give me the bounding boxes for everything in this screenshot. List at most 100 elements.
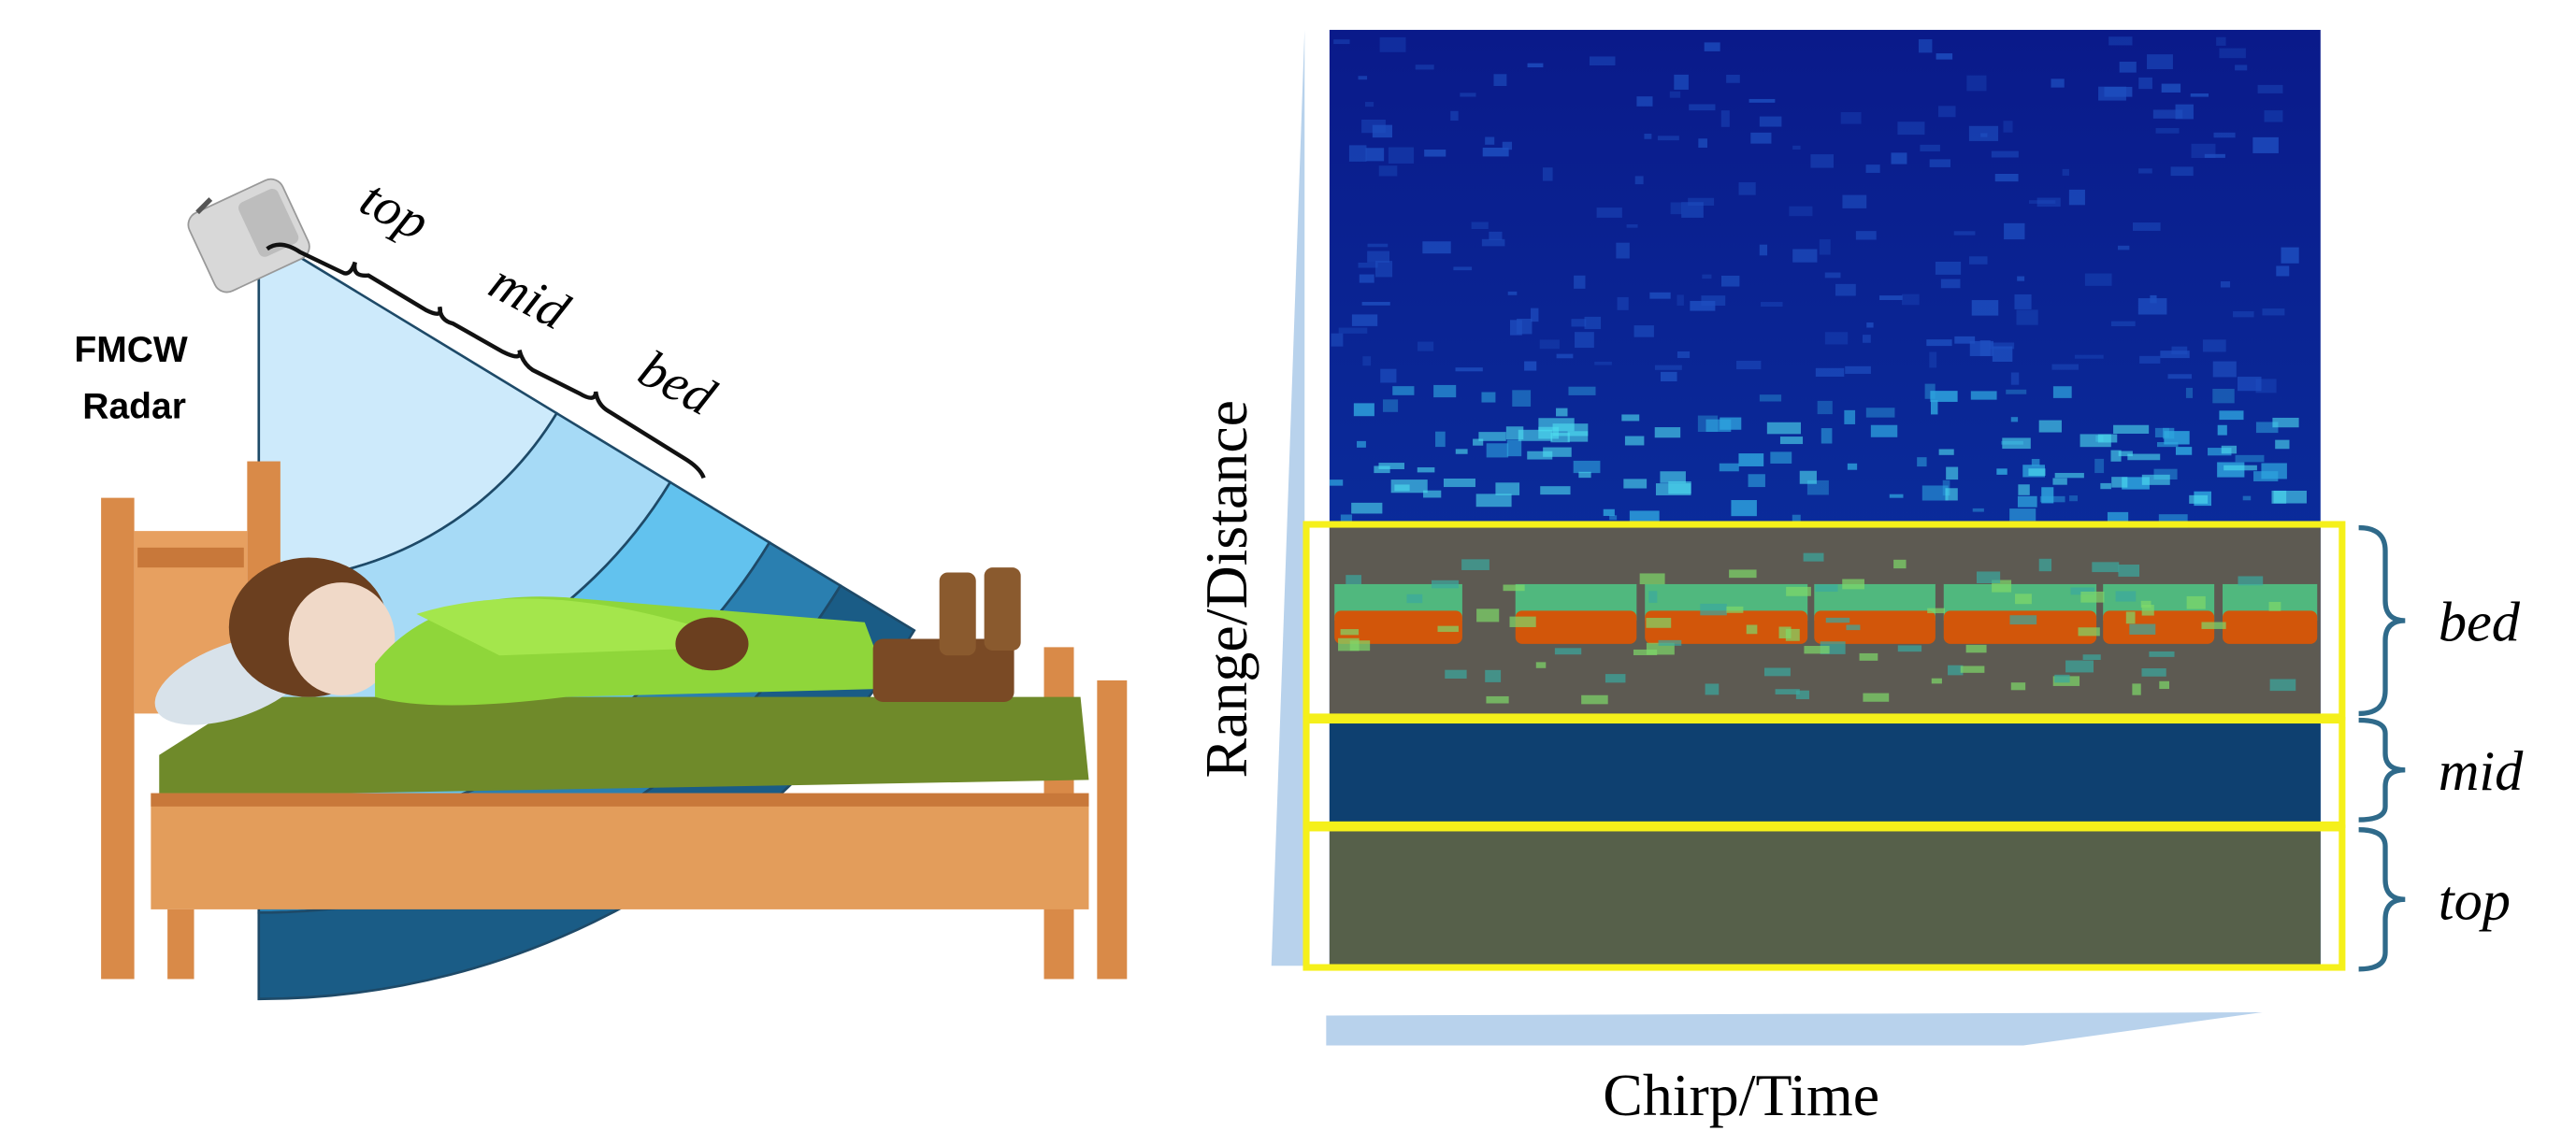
heat-speck bbox=[2140, 600, 2151, 608]
heat-speck bbox=[2111, 477, 2128, 488]
heat-speck bbox=[1840, 112, 1862, 124]
heat-speck bbox=[1450, 110, 1459, 122]
heat-speck bbox=[1980, 133, 1988, 137]
heat-speck bbox=[1969, 256, 1988, 265]
heat-speck bbox=[1996, 468, 2008, 475]
heat-speck bbox=[1789, 206, 1813, 217]
heat-speck bbox=[1750, 132, 1772, 144]
heat-speck bbox=[2170, 166, 2194, 177]
heat-speck bbox=[2137, 298, 2167, 315]
heat-speck bbox=[2041, 487, 2054, 504]
beam-braces bbox=[266, 242, 706, 479]
heat-speck bbox=[2118, 245, 2130, 250]
heat-speck bbox=[1603, 508, 1615, 516]
heat-speck bbox=[1633, 325, 1654, 337]
heat-band bbox=[1943, 610, 2097, 644]
heat-speck bbox=[1930, 391, 1958, 402]
heat-speck bbox=[1726, 606, 1744, 613]
heat-band bbox=[2223, 610, 2318, 644]
heat-speck bbox=[2161, 83, 2181, 93]
heat-speck bbox=[2082, 654, 2101, 661]
heat-speck bbox=[1970, 391, 1997, 400]
heat-speck bbox=[1736, 360, 1762, 370]
heat-speck bbox=[1669, 91, 1681, 98]
heat-speck bbox=[1481, 238, 1505, 247]
beam-label: top bbox=[351, 168, 439, 252]
heat-speck bbox=[1423, 490, 1442, 498]
heat-speck bbox=[1792, 514, 1801, 524]
heat-speck bbox=[2264, 110, 2283, 122]
heat-speck bbox=[1374, 261, 1393, 278]
heat-speck bbox=[1372, 124, 1393, 138]
heat-speck bbox=[1584, 316, 1602, 330]
heat-speck bbox=[1917, 457, 1927, 467]
heat-speck bbox=[2163, 427, 2175, 439]
heat-speck bbox=[2104, 86, 2133, 97]
heat-speck bbox=[1972, 508, 1984, 512]
heat-speck bbox=[1365, 102, 1374, 107]
heat-speck bbox=[1893, 559, 1907, 569]
heat-speck bbox=[2006, 389, 2027, 394]
heat-speck bbox=[1704, 42, 1720, 51]
heat-speck bbox=[2159, 680, 2170, 690]
heat-speck bbox=[2084, 273, 2112, 286]
heat-speck bbox=[1953, 231, 1976, 236]
heat-speck bbox=[1493, 74, 1507, 86]
heat-speck bbox=[2010, 417, 2019, 422]
heat-speck bbox=[2070, 587, 2095, 595]
heat-speck bbox=[2219, 410, 2244, 421]
heat-speck bbox=[1503, 584, 1525, 592]
heat-speck bbox=[2271, 490, 2287, 504]
heat-speck bbox=[1482, 148, 1509, 157]
heat-speck bbox=[1357, 440, 1366, 448]
heat-speck bbox=[1738, 182, 1756, 195]
heat-speck bbox=[2051, 364, 2079, 370]
heat-speck bbox=[1689, 104, 1716, 111]
heat-speck bbox=[2219, 48, 2246, 59]
heat-speck bbox=[2190, 93, 2209, 97]
heat-speck bbox=[1382, 399, 1399, 412]
heat-speck bbox=[2014, 293, 2032, 309]
heat-speck bbox=[2038, 558, 2052, 572]
heat-speck bbox=[1979, 340, 1991, 356]
heat-speck bbox=[1333, 39, 1350, 45]
heat-speck bbox=[1803, 552, 1824, 562]
heat-speck bbox=[1331, 333, 1344, 347]
heat-band bbox=[1515, 610, 1637, 644]
heat-speck bbox=[1616, 242, 1630, 259]
y-axis-label: Range/Distance bbox=[1193, 400, 1259, 779]
heat-speck bbox=[1654, 365, 1682, 370]
heat-speck bbox=[2201, 622, 2226, 629]
heat-speck bbox=[1660, 371, 1677, 382]
heat-speck bbox=[1624, 436, 1645, 446]
heat-speck bbox=[2051, 79, 2065, 88]
heat-speck bbox=[1824, 332, 1849, 345]
y-axis-arrow bbox=[1271, 29, 1305, 966]
heat-speck bbox=[2052, 478, 2067, 485]
heat-speck bbox=[2038, 420, 2062, 433]
beam-label: mid bbox=[481, 252, 579, 342]
heat-speck bbox=[1897, 645, 1922, 652]
heat-speck bbox=[2009, 615, 2037, 625]
heat-speck bbox=[2147, 54, 2173, 70]
heat-speck bbox=[2069, 495, 2078, 502]
heat-speck bbox=[1473, 438, 1484, 446]
heat-speck bbox=[1938, 449, 1954, 455]
heat-speck bbox=[1766, 422, 1802, 435]
heat-speck bbox=[2255, 422, 2279, 434]
heat-band bbox=[1334, 610, 1462, 644]
heat-speck bbox=[1392, 386, 1415, 395]
heat-speck bbox=[2002, 437, 2031, 450]
heat-speck bbox=[1567, 431, 1589, 442]
heat-speck bbox=[1502, 141, 1513, 150]
heat-speck bbox=[1455, 449, 1468, 454]
region-label: bed bbox=[2439, 591, 2521, 653]
heat-speck bbox=[1690, 300, 1716, 311]
heat-speck bbox=[1720, 275, 1740, 287]
heat-speck bbox=[1946, 466, 1959, 480]
heat-speck bbox=[2003, 121, 2013, 133]
heat-speck bbox=[2253, 471, 2279, 481]
heat-speck bbox=[1353, 403, 1374, 417]
radar-device bbox=[187, 178, 310, 293]
heat-speck bbox=[1432, 580, 1459, 589]
